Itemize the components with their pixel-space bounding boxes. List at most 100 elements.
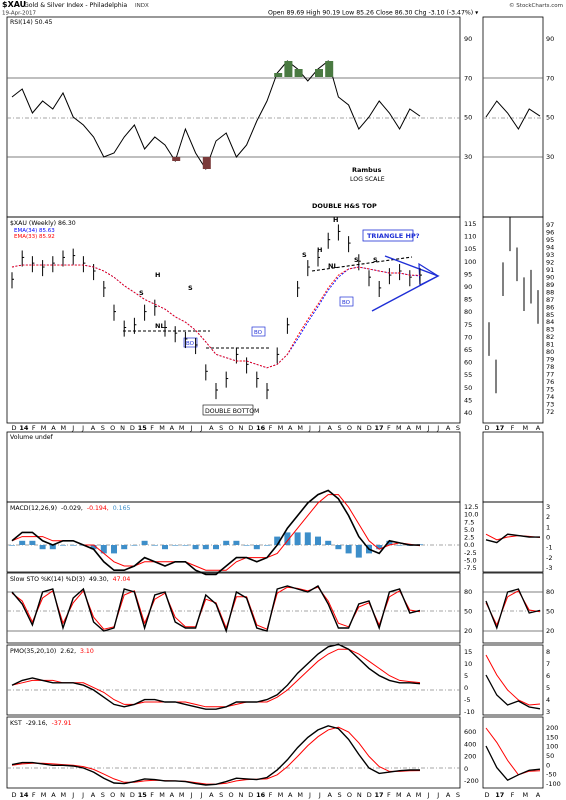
macd-hist-bar-30	[315, 536, 321, 545]
month-label-41: M	[416, 424, 422, 432]
price-tick-small-15: 82	[546, 333, 554, 341]
legends: RSI(14) 50.45 $XAU (Weekly) 86.30 EMA(34…	[10, 19, 131, 727]
macd-hist-bar-34	[355, 545, 362, 558]
triangle-label-box	[362, 229, 414, 242]
sto-d-line-small	[485, 590, 541, 627]
price-tick-small-9: 88	[546, 288, 554, 296]
month-label-bottom-4: A	[51, 791, 56, 799]
month-label-bottom-0: D	[11, 791, 16, 799]
rsi-tick-1: 70	[464, 74, 472, 82]
month-label-18: J	[190, 424, 193, 432]
month-label-0: D	[11, 424, 16, 432]
hs-right-shoulder-1: S	[188, 284, 193, 292]
chart-date: 19-Apr-2017	[2, 11, 37, 17]
hs-head-3: H	[333, 216, 338, 224]
pmo-line	[11, 643, 421, 710]
price-legend: $XAU (Weekly) 86.30	[10, 220, 76, 227]
macd-hist-bar-6	[70, 545, 77, 546]
quote-line: Open 89.69 High 90.19 Low 85.26 Close 86…	[268, 10, 479, 17]
header: $XAU Gold & Silver Index - Philadelphia …	[2, 0, 563, 17]
month-label-25: 16	[256, 424, 266, 432]
macd-legend: MACD(12,26,9) -0.029, -0.194, 0.165	[10, 505, 131, 512]
month-label-bottom-35: N	[357, 791, 362, 799]
rsi-notes: Rambus LOG SCALE	[350, 166, 385, 183]
price-tick-10: 65	[464, 346, 472, 354]
kst-panel-main	[6, 716, 461, 789]
month-label-9: S	[101, 424, 105, 432]
pmo-signal-line-small	[485, 654, 541, 706]
kst-signal-line	[11, 726, 421, 785]
rsi-oversold-fill-16	[172, 157, 181, 161]
pmo-tick-small-5: 3	[546, 708, 550, 716]
rsi-overbought-fill-30	[315, 69, 323, 77]
month-label-bottom-1: 14	[19, 791, 29, 799]
price-tick-small-22: 75	[546, 386, 554, 394]
rsi-overbought-fill-26	[274, 73, 283, 77]
hs-shoulder-3: S	[354, 256, 359, 264]
rambus-note: Rambus	[352, 166, 381, 174]
macd-legend-hist: 0.165	[113, 505, 131, 512]
rsi-panel-small	[482, 16, 544, 218]
hs-left-shoulder-1: S	[139, 289, 144, 297]
month-label-20: A	[209, 424, 214, 432]
month-label-bottom-19: J	[200, 791, 203, 799]
month-label-bottom-39: M	[396, 791, 402, 799]
macd-tick-2: 7.5	[464, 518, 474, 526]
month-label-30: J	[308, 424, 311, 432]
macd-tick-8: -7.5	[464, 564, 477, 572]
price-tick-13: 50	[464, 384, 472, 392]
month-label-29: M	[297, 424, 303, 432]
macd-hist-bar-37	[386, 540, 393, 545]
month-label-bottom-23: N	[238, 791, 243, 799]
macd-panel-main	[6, 501, 461, 573]
macd-hist-bar-15	[162, 545, 168, 550]
price-panel-small	[482, 216, 544, 424]
month-label-bottom-6: J	[71, 791, 74, 799]
macd-hist-bar-38	[396, 545, 403, 546]
month-label-small-2: F	[511, 424, 515, 432]
month-label-11: N	[120, 424, 125, 432]
price-tick-2: 105	[464, 245, 476, 253]
price-tick-small-3: 94	[546, 243, 554, 251]
macd-hist-bar-18	[192, 545, 199, 550]
bo-label-3: BO	[342, 300, 351, 306]
neckline-3	[311, 256, 413, 272]
rsi-tick-small-3: 30	[546, 153, 554, 161]
sto-tick-2: 20	[464, 627, 472, 635]
month-label-bottom-7: J	[81, 791, 84, 799]
macd-hist-bar-3	[39, 545, 46, 550]
macd-hist-bar-8	[90, 545, 97, 550]
month-label-7: J	[81, 424, 84, 432]
rsi-tick-0: 90	[464, 35, 472, 43]
month-label-bottom-42: J	[426, 791, 429, 799]
price-tick-small-7: 90	[546, 273, 554, 281]
macd-tick-small-6: -3	[546, 564, 552, 572]
month-label-bottom-small-2: F	[511, 791, 515, 799]
neckline-label-1: NL	[155, 322, 165, 330]
price-tick-small-25: 72	[546, 408, 554, 416]
macd-tick-6: -2.5	[464, 549, 477, 557]
month-label-bottom-5: M	[61, 791, 67, 799]
triangle-pattern-tip	[418, 262, 440, 286]
volume-legend: Volume undef	[10, 434, 54, 441]
pmo-tick-small-4: 4	[546, 696, 550, 704]
month-label-44: A	[446, 424, 451, 432]
pmo-tick-small-1: 7	[546, 660, 550, 668]
month-label-bottom-2: F	[32, 791, 36, 799]
kst-signal-line-small	[485, 727, 541, 776]
month-label-small-4: A	[536, 424, 541, 432]
kst-tick-3: 0	[464, 765, 468, 773]
ema33-line	[11, 264, 421, 369]
month-label-bottom-22: O	[229, 791, 234, 799]
exchange-label: INDX	[135, 3, 149, 9]
month-label-bottom-27: M	[278, 791, 284, 799]
month-label-bottom-40: A	[406, 791, 411, 799]
macd-tick-7: -5.0	[464, 556, 477, 564]
sto-legend-k: 49.30,	[89, 576, 109, 583]
price-tick-1: 110	[464, 233, 476, 241]
kst-tick-small-4: 0	[546, 761, 550, 769]
pmo-tick-small-3: 5	[546, 684, 550, 692]
month-label-28: A	[288, 424, 293, 432]
kst-legend-value: -29.16,	[26, 720, 48, 727]
